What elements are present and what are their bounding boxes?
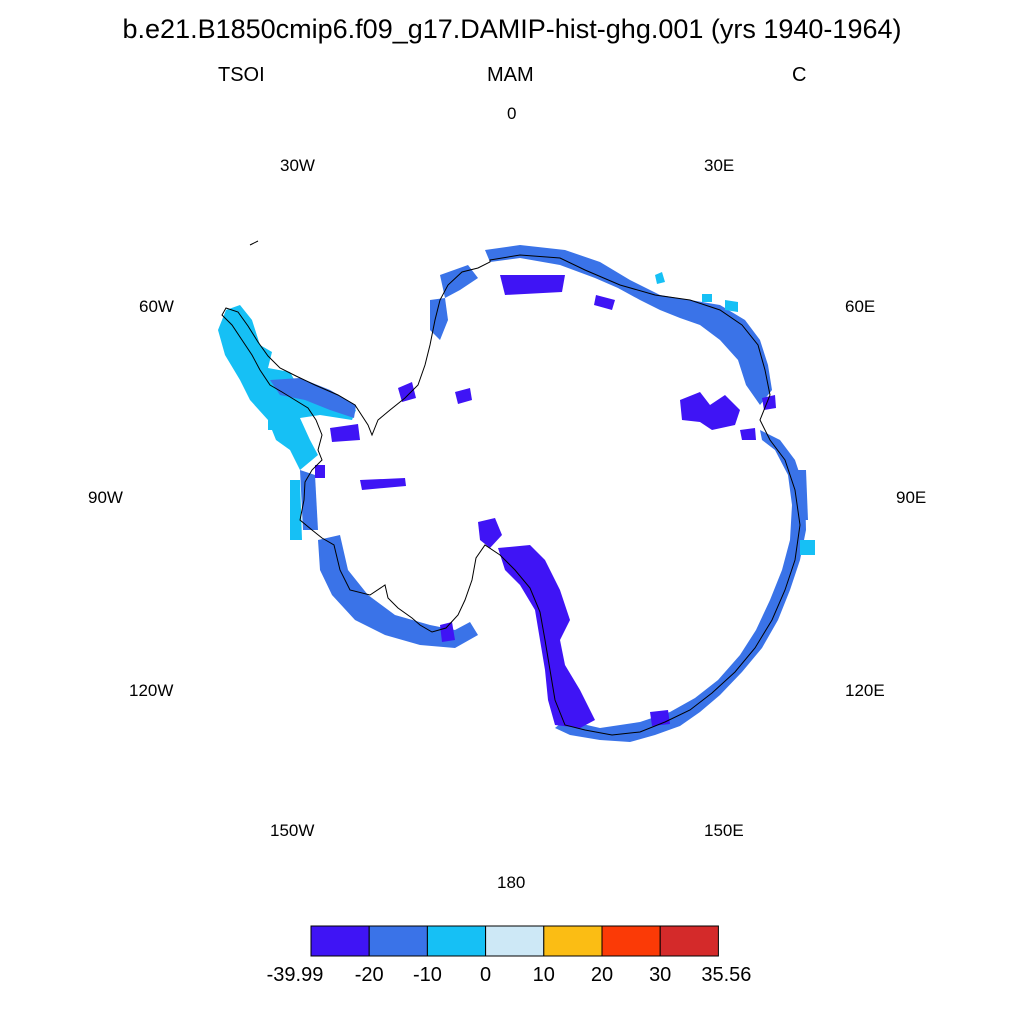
colorbar-swatch [659, 925, 719, 957]
lon-label-120e: 120E [845, 681, 885, 700]
colorbar-label: 30 [649, 964, 671, 986]
variable-label: TSOI [218, 64, 265, 86]
colorbar-label: 0 [480, 964, 491, 986]
colorbar-label: 10 [533, 964, 555, 986]
lon-label-60e: 60E [845, 297, 876, 316]
lon-label-90w: 90W [88, 488, 123, 507]
colorbar-swatch [543, 925, 603, 957]
colorbar-label: -20 [355, 964, 384, 986]
colorbar-label: 35.56 [701, 964, 751, 986]
lon-label-120w: 120W [129, 681, 174, 700]
lon-label-150e: 150E [704, 821, 744, 840]
east-cyan-specks [268, 272, 815, 555]
colorbar-label: 20 [591, 964, 613, 986]
colorbar-swatch [485, 925, 545, 957]
colorbar-swatch [368, 925, 428, 957]
lon-label-0: 0 [507, 104, 517, 123]
colorbar-swatch [601, 925, 661, 957]
ross-violet-region [315, 275, 776, 728]
lon-label-150w: 150W [270, 821, 315, 840]
lon-label-30w: 30W [280, 156, 315, 175]
lon-label-30e: 30E [704, 156, 735, 175]
colorbar-swatch [426, 925, 487, 957]
peninsula-cyan-region [218, 305, 356, 540]
units-label: C [792, 64, 807, 86]
season-label: MAM [487, 64, 534, 86]
lon-label-90e: 90E [896, 488, 927, 507]
lon-label-180: 180 [497, 873, 526, 892]
antarctica-coastline [221, 240, 801, 736]
coast-blue-region [318, 245, 808, 742]
colorbar-swatch [310, 925, 370, 957]
colorbar-label: -39.99 [267, 964, 324, 986]
colorbar-label: -10 [413, 964, 442, 986]
lon-label-60w: 60W [139, 297, 174, 316]
plot-title: b.e21.B1850cmip6.f09_g17.DAMIP-hist-ghg.… [122, 14, 902, 44]
